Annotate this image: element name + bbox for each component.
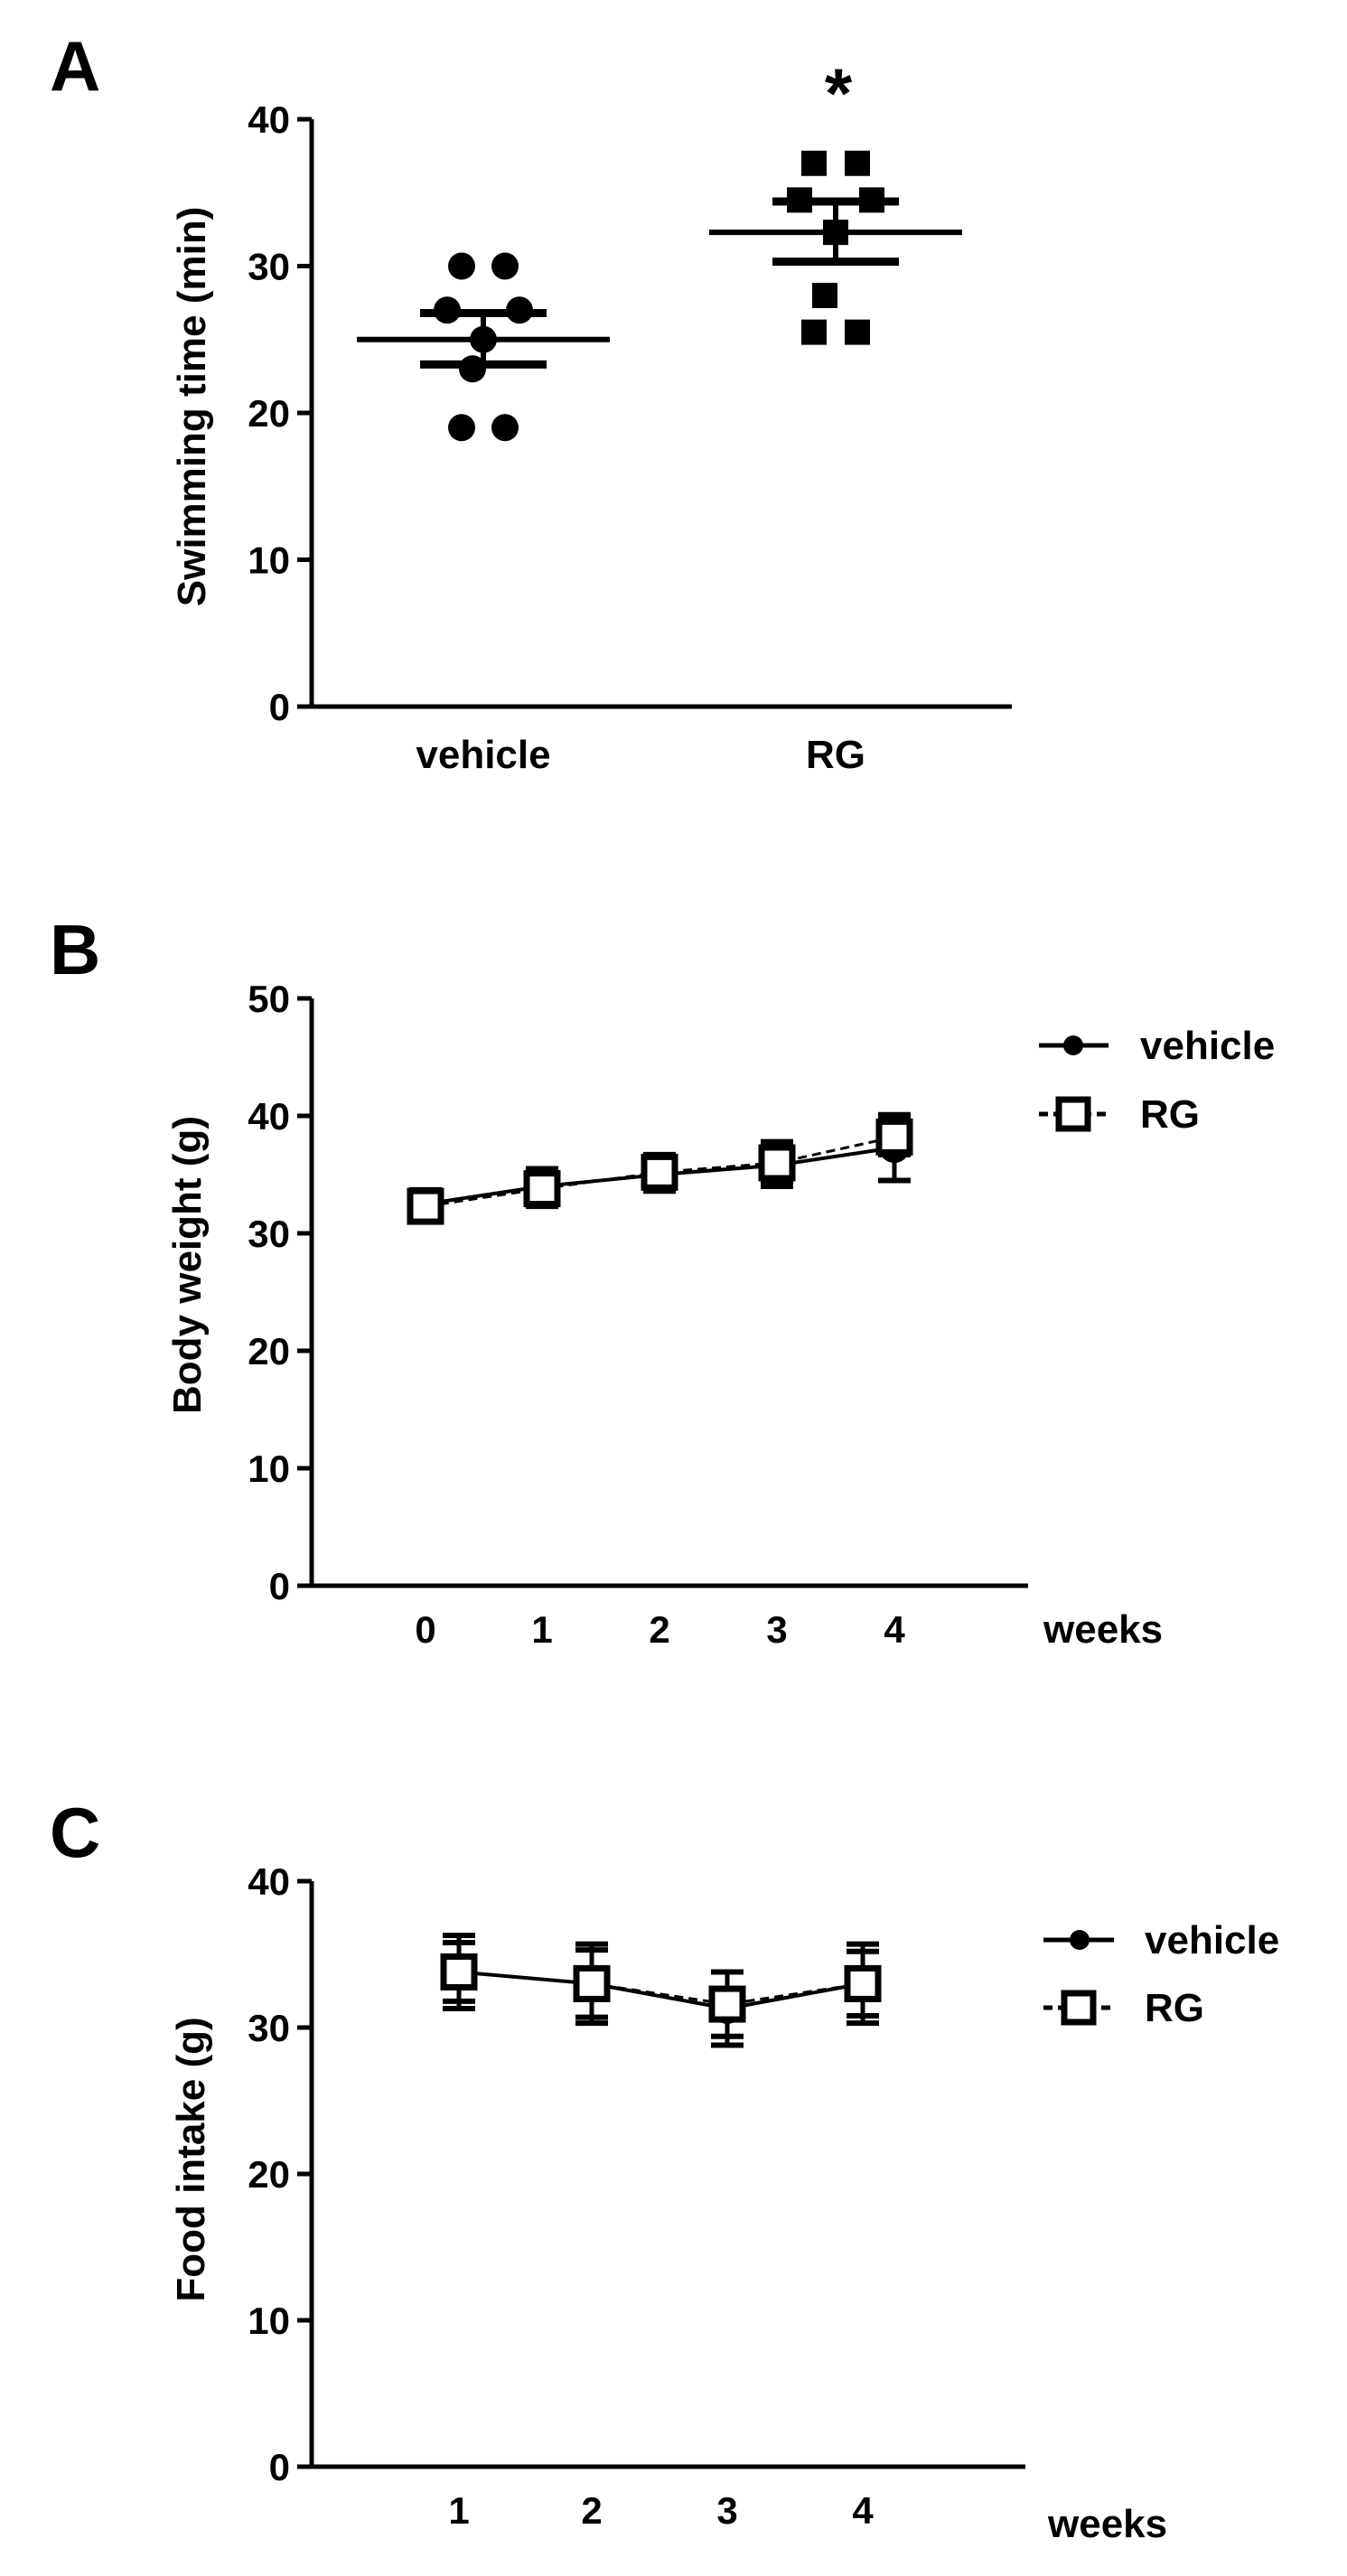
- panel-c-y-tick-label: 20: [248, 2153, 290, 2196]
- panel-c-data-point-rg: [573, 1964, 611, 2002]
- panel-b-data-point-rg: [523, 1170, 561, 1208]
- panel-b-legend-rg-marker: [1055, 1096, 1091, 1132]
- panel-b-y-axis-title: Body weight (g): [165, 1116, 210, 1414]
- panel-a-y-tick-label: 30: [248, 246, 290, 288]
- panel-a-data-point: [448, 252, 475, 280]
- panel-b-y-tick-label: 40: [248, 1095, 290, 1138]
- panel-a-data-point: [859, 187, 884, 213]
- panel-a-data-point: [491, 252, 519, 280]
- panel-c-x-tick-label: 1: [448, 2489, 469, 2532]
- panel-c-legend-rg-label: RG: [1145, 1986, 1204, 2030]
- panel-b-x-tick-label: 2: [649, 1608, 669, 1651]
- panel-a-data-point: [845, 150, 870, 176]
- panel-a-letter: A: [50, 26, 100, 106]
- panel-a-data-point: [812, 283, 837, 308]
- panel-a-data-point: [506, 296, 533, 324]
- panel-a-y-tick-label: 40: [248, 98, 290, 141]
- panel-b-data-point-rg: [641, 1153, 678, 1191]
- panel-a-data-point: [787, 187, 812, 213]
- panel-c-legend: vehicle RG: [1043, 1918, 1279, 2030]
- panel-a-category-label-rg: RG: [806, 733, 865, 777]
- panel-c-legend-vehicle-marker: [1070, 1930, 1090, 1950]
- panel-a-data-point: [459, 355, 486, 383]
- panel-a-data-point: [801, 150, 827, 176]
- panel-c-y-tick-label: 30: [248, 2007, 290, 2049]
- panel-c-y-tick-label: 40: [248, 1860, 290, 1903]
- panel-b-data-point-rg: [758, 1144, 796, 1182]
- panel-b-data-point-rg: [875, 1118, 913, 1156]
- panel-c-data-point-rg: [708, 1985, 746, 2023]
- panel-c-y-tick-label: 10: [248, 2300, 290, 2342]
- panel-b-legend-rg-label: RG: [1140, 1092, 1200, 1137]
- panel-c-x-tick-label: 2: [581, 2489, 602, 2532]
- panel-b-x-tick-label: 3: [766, 1608, 787, 1651]
- panel-a-data-point: [448, 414, 475, 442]
- panel-b-x-axis-title: weeks: [1043, 1607, 1163, 1652]
- panel-b-legend-vehicle-label: vehicle: [1140, 1024, 1275, 1068]
- panel-a-data-point: [470, 325, 497, 353]
- panel-a-data-point: [823, 220, 848, 246]
- panel-a-data-point: [801, 319, 827, 345]
- panel-b-legend: vehicle RG: [1039, 1024, 1275, 1137]
- panel-b-x-tick-label: 4: [884, 1608, 905, 1651]
- panel-c-legend-rg-marker: [1061, 1990, 1097, 2026]
- panel-b: B Body weight (g) weeks 0 10 20 30 40 50 0 1 2 3…: [50, 910, 1275, 1652]
- panel-b-y-tick-label: 50: [248, 978, 290, 1020]
- panel-a-y-tick-label: 0: [269, 686, 290, 728]
- panel-b-y-tick-label: 10: [248, 1447, 290, 1490]
- panel-c-letter: C: [50, 1793, 100, 1872]
- panel-a-y-axis-title: Swimming time (min): [170, 207, 214, 606]
- panel-b-y-tick-label: 0: [269, 1565, 290, 1607]
- panel-a: A Swimming time (min) vehicle RG * 0 10 20…: [50, 26, 1012, 777]
- panel-b-legend-vehicle-marker: [1063, 1035, 1083, 1055]
- panel-a-category-label-vehicle: vehicle: [416, 733, 550, 777]
- panel-a-data-point: [434, 296, 461, 324]
- panel-c-y-axis-title: Food intake (g): [169, 2017, 213, 2301]
- panel-b-y-tick-label: 20: [248, 1330, 290, 1372]
- panel-b-x-tick-label: 1: [531, 1608, 552, 1651]
- panel-c-x-axis-title: weeks: [1047, 2502, 1167, 2546]
- panel-a-y-tick-label: 20: [248, 392, 290, 435]
- panel-b-y-tick-label: 30: [248, 1213, 290, 1255]
- panel-c-series-line-rg: [458, 1970, 864, 2006]
- panel-b-x-tick-label: 0: [415, 1608, 435, 1651]
- panel-c-x-tick-label: 3: [716, 2489, 737, 2532]
- panel-a-data-point: [845, 319, 870, 345]
- panel-c-data-point-rg: [844, 1964, 882, 2002]
- panel-b-letter: B: [50, 910, 100, 989]
- panel-b-data-point-rg: [407, 1187, 444, 1225]
- panel-a-data-point: [491, 414, 519, 442]
- panel-c-legend-vehicle-label: vehicle: [1145, 1918, 1279, 1962]
- panel-c: C Food intake (g) weeks 0 10 20 30 40 1 2 3 4 v…: [50, 1793, 1279, 2546]
- panel-c-data-point-rg: [440, 1953, 478, 1991]
- panel-a-significance-asterisk: *: [825, 53, 853, 133]
- panel-c-x-tick-label: 4: [852, 2489, 874, 2532]
- panel-c-y-tick-label: 0: [269, 2446, 290, 2488]
- panel-a-y-tick-label: 10: [248, 539, 290, 582]
